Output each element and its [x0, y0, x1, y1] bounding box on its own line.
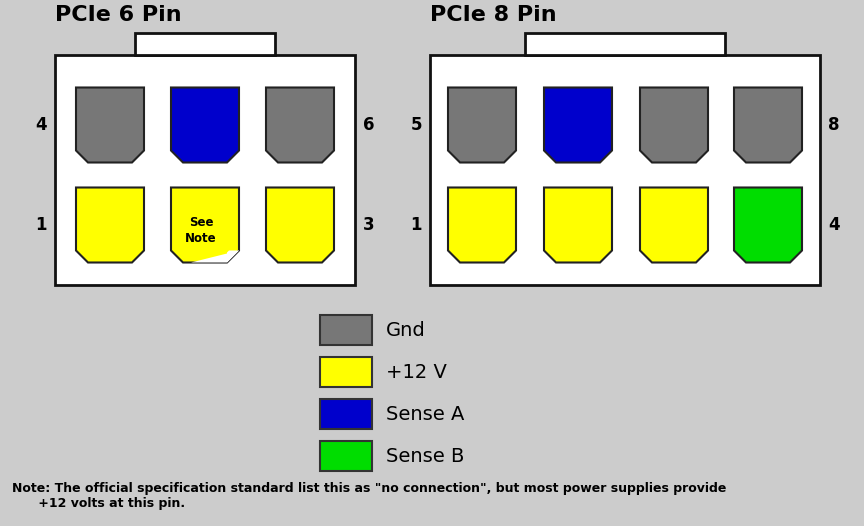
Text: 3: 3 [363, 216, 375, 234]
Polygon shape [640, 187, 708, 262]
Text: 8: 8 [828, 116, 840, 134]
Polygon shape [171, 187, 239, 262]
Polygon shape [227, 250, 239, 262]
Bar [55, 55, 355, 285]
Bar [320, 315, 372, 345]
Text: Note: The official specification standard list this as "no connection", but most: Note: The official specification standar… [12, 482, 727, 510]
Polygon shape [734, 87, 802, 163]
Polygon shape [171, 87, 239, 163]
Polygon shape [448, 187, 516, 262]
Polygon shape [544, 87, 612, 163]
Polygon shape [76, 187, 144, 262]
Text: 4: 4 [35, 116, 47, 134]
Polygon shape [266, 187, 334, 262]
Polygon shape [734, 187, 802, 262]
Text: 6: 6 [363, 116, 374, 134]
Polygon shape [266, 87, 334, 163]
Polygon shape [640, 87, 708, 163]
Polygon shape [76, 87, 144, 163]
Bar [320, 441, 372, 471]
Bar [525, 33, 725, 55]
Polygon shape [191, 250, 239, 262]
Bar [320, 357, 372, 387]
Text: Gnd: Gnd [386, 320, 426, 339]
Text: See
Note: See Note [185, 217, 217, 246]
Polygon shape [544, 187, 612, 262]
Polygon shape [448, 87, 516, 163]
Text: 1: 1 [410, 216, 422, 234]
Text: 1: 1 [35, 216, 47, 234]
Bar [430, 55, 820, 285]
Text: Sense A: Sense A [386, 404, 464, 423]
Text: 5: 5 [410, 116, 422, 134]
Text: PCIe 6 Pin: PCIe 6 Pin [55, 5, 181, 25]
Text: 4: 4 [828, 216, 840, 234]
Text: Sense B: Sense B [386, 447, 464, 466]
Bar [320, 399, 372, 429]
Text: PCIe 8 Pin: PCIe 8 Pin [430, 5, 556, 25]
Bar [135, 33, 275, 55]
Text: +12 V: +12 V [386, 362, 447, 381]
